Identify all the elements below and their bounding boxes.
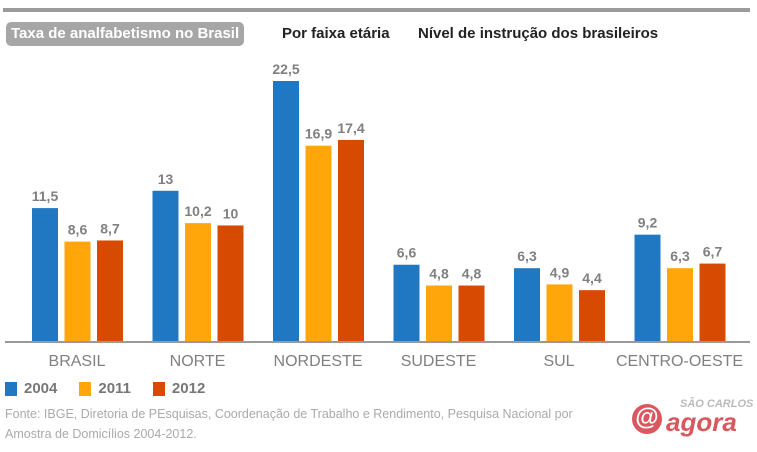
bar-2011-sul bbox=[546, 284, 573, 341]
legend-label-2004: 2004 bbox=[24, 380, 58, 397]
data-label: 10,2 bbox=[184, 203, 211, 219]
legend-swatch-2012 bbox=[152, 381, 165, 396]
data-label: 16,9 bbox=[305, 126, 332, 142]
category-label: NORTE bbox=[170, 353, 226, 370]
data-label: 6,3 bbox=[670, 248, 690, 264]
data-label: 22,5 bbox=[272, 61, 299, 77]
data-label: 10 bbox=[223, 205, 239, 221]
tab-nivel-instrucao[interactable]: Nível de instrução dos brasileiros bbox=[418, 25, 659, 42]
bar-2004-centro-oeste bbox=[634, 234, 661, 341]
bar-2012-centro-oeste bbox=[699, 263, 726, 341]
data-label: 17,4 bbox=[337, 120, 364, 136]
legend-item-2004: 2004 bbox=[5, 380, 57, 397]
legend-label-2012: 2012 bbox=[171, 380, 206, 397]
logo-at-icon: @ bbox=[632, 404, 662, 434]
bar-2011-centro-oeste bbox=[667, 268, 693, 341]
category-label: CENTRO-OESTE bbox=[616, 353, 743, 370]
legend-item-2011: 2011 bbox=[79, 380, 131, 397]
data-label: 13 bbox=[158, 171, 174, 187]
legend: 2004 2011 2012 bbox=[5, 380, 205, 397]
data-label: 6,6 bbox=[397, 245, 417, 261]
data-label: 8,6 bbox=[68, 222, 88, 238]
bar-2011-sudeste bbox=[426, 285, 452, 341]
logo-word: agora bbox=[666, 407, 737, 437]
legend-swatch-2011 bbox=[79, 381, 92, 396]
data-label: 4,9 bbox=[550, 264, 570, 280]
data-label: 4,4 bbox=[582, 270, 602, 286]
data-label: 4,8 bbox=[429, 266, 449, 282]
category-label: BRASIL bbox=[49, 353, 106, 370]
tab-faixa-etaria[interactable]: Por faixa etária bbox=[282, 25, 390, 42]
data-label: 9,2 bbox=[638, 215, 658, 231]
bar-2004-brasil bbox=[32, 208, 58, 341]
bar-2012-norte bbox=[217, 225, 244, 341]
bar-2012-nordeste bbox=[338, 139, 364, 341]
bar-2012-sudeste bbox=[458, 285, 485, 341]
legend-label-2011: 2011 bbox=[98, 380, 131, 397]
bar-2012-sul bbox=[579, 290, 605, 341]
source-note: Fonte: IBGE, Diretoria de PEsquisas, Coo… bbox=[5, 407, 573, 441]
data-label: 11,5 bbox=[32, 188, 59, 204]
bar-2004-nordeste bbox=[273, 81, 299, 341]
legend-item-2012: 2012 bbox=[152, 380, 206, 397]
data-label: 6,7 bbox=[703, 244, 723, 260]
bar-2011-norte bbox=[185, 223, 211, 341]
data-label: 4,8 bbox=[462, 266, 482, 282]
bar-2011-nordeste bbox=[305, 145, 332, 341]
data-label: 6,3 bbox=[517, 248, 537, 264]
bar-chart: 11,5 8,6 8,7 BRASIL 13 10,2 10 NORTE 22,5 16,9 17,… bbox=[5, 61, 750, 370]
legend-swatch-2004 bbox=[5, 381, 17, 396]
bar-2004-sudeste bbox=[393, 264, 420, 341]
tab-taxa-analfabetismo[interactable]: Taxa de analfabetismo no Brasil bbox=[6, 22, 245, 46]
category-label: SUL bbox=[543, 353, 574, 370]
category-label: SUDESTE bbox=[401, 353, 477, 370]
bar-2004-norte bbox=[152, 190, 179, 341]
bar-2012-brasil bbox=[97, 240, 123, 341]
top-divider bbox=[3, 8, 750, 12]
category-label: NORDESTE bbox=[274, 353, 363, 370]
bar-2004-sul bbox=[514, 268, 540, 341]
bar-2011-brasil bbox=[64, 241, 91, 341]
sao-carlos-agora-logo: @ SÃO CARLOS agora bbox=[630, 398, 754, 438]
logo-top-text: SÃO CARLOS bbox=[680, 398, 754, 410]
data-label: 8,7 bbox=[100, 220, 120, 236]
